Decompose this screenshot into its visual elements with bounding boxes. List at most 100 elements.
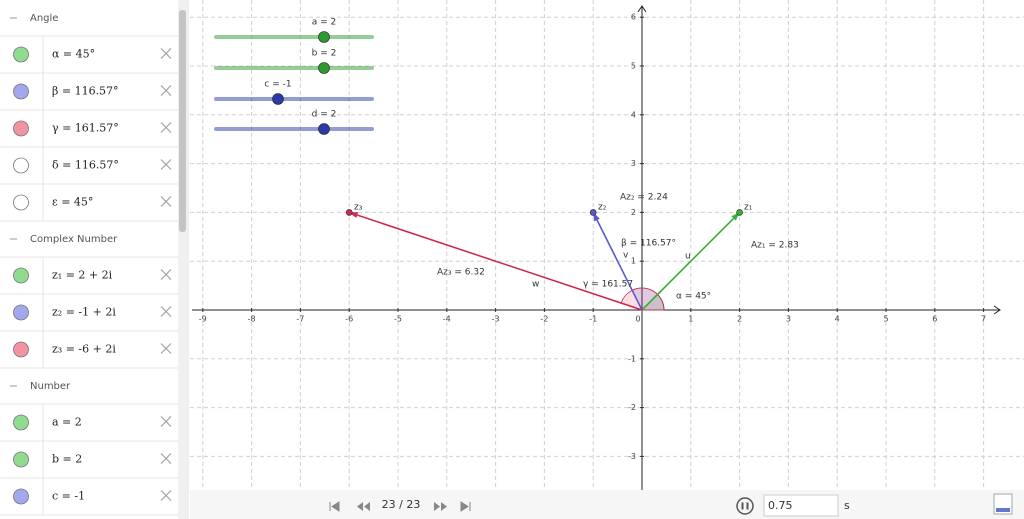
x-tick-label: 7: [981, 315, 986, 324]
group-title: Angle: [30, 13, 58, 24]
delete-button[interactable]: [160, 85, 172, 96]
first-button[interactable]: [329, 501, 340, 512]
visibility-toggle[interactable]: [13, 46, 29, 63]
vector: [592, 212, 643, 311]
delete-button[interactable]: [160, 159, 172, 170]
algebra-item: ε = 45°: [52, 196, 93, 209]
algebra-item: z₁ = 2 + 2i: [52, 269, 113, 282]
y-tick-label: 6: [631, 13, 636, 22]
visibility-toggle[interactable]: [13, 341, 29, 358]
delete-button[interactable]: [160, 122, 172, 133]
delete-button[interactable]: [160, 196, 172, 207]
algebra-panel: [0, 0, 188, 519]
point-label: z₁: [744, 203, 753, 213]
x-tick-label: -9: [199, 315, 207, 324]
angle-sector: [620, 287, 665, 311]
x-tick-label: 2: [737, 315, 742, 324]
x-tick-label: 1: [688, 315, 693, 324]
visibility-toggle[interactable]: [13, 194, 29, 211]
scrollbar-thumb[interactable]: [179, 10, 186, 232]
length-label: Az₂ = 2.24: [620, 193, 668, 203]
x-tick-label: 0: [635, 315, 640, 324]
vector: [641, 211, 741, 311]
visibility-toggle[interactable]: [13, 414, 29, 431]
visibility-toggle[interactable]: [13, 451, 29, 468]
algebra-item: z₂ = -1 + 2i: [52, 306, 116, 319]
delete-button[interactable]: [160, 453, 172, 464]
vector-label: u: [685, 252, 691, 262]
x-tick-label: -2: [540, 315, 548, 324]
delete-button[interactable]: [160, 343, 172, 354]
delete-button[interactable]: [160, 48, 172, 59]
visibility-toggle[interactable]: [13, 488, 29, 505]
slider-label: a = 2: [312, 18, 337, 28]
vector-label: w: [532, 280, 539, 290]
slider-knob[interactable]: [272, 93, 284, 105]
point[interactable]: [736, 209, 743, 216]
slider-knob[interactable]: [318, 123, 330, 135]
group-title: Complex Number: [30, 234, 118, 245]
slider-label: c = -1: [264, 80, 291, 90]
x-tick-label: -6: [345, 315, 353, 324]
angle-label: β = 116.57°: [621, 239, 676, 249]
visibility-toggle[interactable]: [13, 157, 29, 174]
point-label: z₂: [598, 203, 607, 213]
x-tick-label: 3: [786, 315, 791, 324]
x-tick-label: -4: [443, 315, 451, 324]
y-tick-label: 5: [631, 62, 636, 71]
slider-knob[interactable]: [318, 62, 330, 74]
delete-button[interactable]: [160, 306, 172, 317]
y-axis-arrow: [637, 5, 647, 13]
point[interactable]: [345, 209, 353, 216]
x-tick-label: 5: [883, 315, 888, 324]
algebra-item: a = 2: [52, 416, 82, 429]
x-tick-label: 4: [835, 315, 840, 324]
x-tick-label: -1: [589, 315, 597, 324]
slider-knob[interactable]: [318, 31, 330, 43]
visibility-toggle[interactable]: [13, 83, 29, 100]
point-label: z₃: [354, 203, 363, 213]
delete-button[interactable]: [160, 416, 172, 427]
vector: [348, 211, 643, 311]
x-axis-arrow: [993, 305, 1001, 315]
playback-bar: [190, 490, 1024, 519]
slider-label: d = 2: [312, 110, 337, 120]
y-tick-label: -2: [628, 403, 636, 412]
point[interactable]: [589, 209, 597, 216]
slider-label: b = 2: [312, 49, 337, 59]
speed-input[interactable]: [763, 494, 839, 517]
y-tick-label: -1: [628, 354, 636, 363]
angle-label: γ = 161.57: [583, 280, 633, 290]
table-icon-band: [996, 508, 1010, 512]
y-tick-label: -3: [628, 452, 636, 461]
scrollbar[interactable]: [178, 0, 187, 519]
x-tick-label: -7: [296, 315, 304, 324]
algebra-item: α = 45°: [52, 48, 95, 61]
x-tick-label: -8: [248, 315, 256, 324]
x-tick-label: 6: [932, 315, 937, 324]
delete-button[interactable]: [160, 490, 172, 501]
last-button[interactable]: [460, 501, 471, 512]
pause-icon: [741, 502, 749, 510]
y-tick-label: 1: [631, 257, 636, 266]
group-title: Number: [30, 381, 71, 392]
frame-counter: 23 / 23: [382, 498, 421, 511]
pause-button[interactable]: [736, 497, 754, 515]
next-button[interactable]: [434, 502, 447, 511]
visibility-toggle[interactable]: [13, 120, 29, 137]
x-tick-label: -5: [394, 315, 402, 324]
graphics-view: -9 -8 -7 -6 -5 -4 -3 -2 -1 0 1 2 3 4 5 6 7 -3 -2 -1 1 2 3 4 5 6 z₁…: [190, 0, 1024, 490]
prev-button[interactable]: [357, 502, 370, 511]
algebra-item: γ = 161.57°: [52, 122, 119, 135]
algebra-item: β = 116.57°: [52, 85, 119, 98]
speed-value: 0.75: [768, 499, 793, 512]
algebra-item: z₃ = -6 + 2i: [52, 343, 116, 356]
length-label: Az₁ = 2.83: [751, 241, 799, 251]
delete-button[interactable]: [160, 269, 172, 280]
x-tick-label: -3: [492, 315, 500, 324]
length-label: Az₃ = 6.32: [437, 268, 485, 278]
visibility-toggle[interactable]: [13, 267, 29, 284]
visibility-toggle[interactable]: [13, 304, 29, 321]
algebra-item: δ = 116.57°: [52, 159, 119, 172]
